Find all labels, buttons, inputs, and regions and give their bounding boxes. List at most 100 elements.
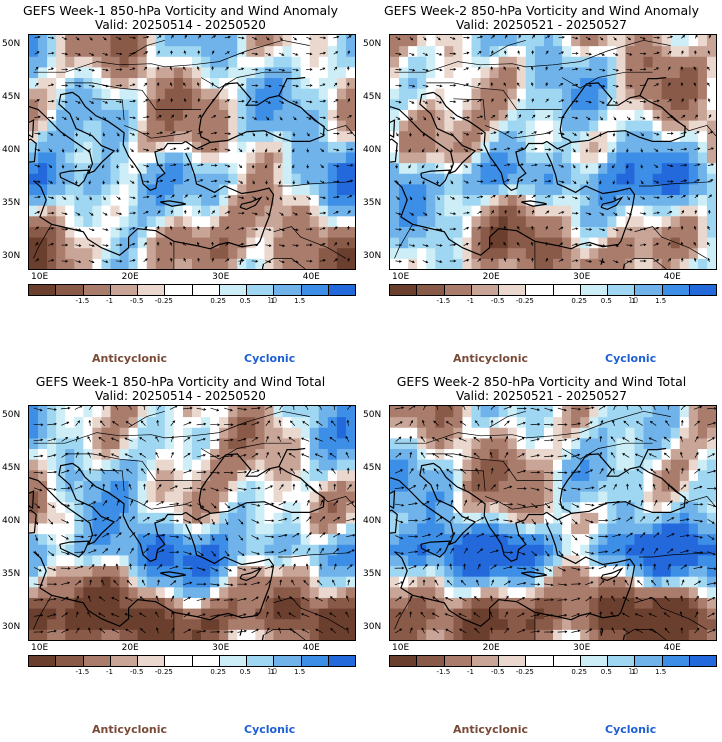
vorticity-cell — [173, 77, 184, 89]
vorticity-cell — [706, 162, 716, 174]
wind-vector — [572, 243, 579, 246]
wind-vector — [463, 242, 469, 246]
vorticity-cell — [399, 88, 409, 100]
vorticity-cell — [453, 77, 463, 89]
lon-tick-label: 10E — [31, 272, 49, 282]
vorticity-cell — [228, 491, 238, 503]
vorticity-cell — [562, 205, 572, 217]
vorticity-cell — [543, 437, 554, 450]
vorticity-cell — [146, 427, 157, 439]
wind-vector — [544, 423, 554, 427]
vorticity-cell — [435, 416, 445, 428]
vorticity-cell — [74, 120, 84, 132]
vorticity-cell — [228, 66, 238, 79]
country-border — [484, 496, 554, 510]
vorticity-cell — [399, 130, 409, 142]
vorticity-cell — [426, 247, 436, 259]
vorticity-cell — [435, 109, 445, 121]
wind-vector — [346, 163, 354, 167]
vorticity-cell — [146, 141, 157, 153]
vorticity-cell — [489, 66, 500, 79]
wind-vector — [598, 519, 609, 522]
colorbar-tick-label: -0.25 — [154, 297, 173, 305]
vorticity-cell — [38, 215, 48, 227]
wind-vector — [210, 438, 220, 442]
vorticity-cell — [155, 247, 166, 259]
map-panel-week1-anomaly: GEFS Week-1 850-hPa Vorticity and Wind A… — [0, 0, 361, 371]
vorticity-cell — [345, 576, 355, 588]
vorticity-cell — [471, 109, 482, 121]
vorticity-cell — [543, 597, 554, 609]
vorticity-cell — [706, 183, 716, 196]
wind-vector — [490, 257, 494, 262]
vorticity-cell — [616, 523, 626, 535]
lon-tick-label: 40E — [663, 643, 681, 653]
vorticity-cell — [201, 98, 211, 110]
colorbar-tick-label: -1 — [467, 668, 474, 676]
vorticity-cell — [309, 491, 320, 503]
vorticity-cell — [255, 523, 265, 535]
wind-vector — [491, 210, 494, 215]
wind-vector — [663, 452, 670, 458]
vorticity-cell — [56, 88, 66, 100]
vorticity-cell — [534, 459, 545, 471]
vorticity-cell — [318, 77, 329, 89]
wind-vector — [557, 454, 568, 458]
vorticity-cell — [282, 554, 293, 567]
vorticity-cell — [291, 586, 302, 598]
wind-vector — [626, 36, 632, 41]
vorticity-cell — [29, 194, 39, 206]
wind-vector — [302, 468, 309, 474]
vorticity-cell — [182, 554, 193, 567]
vorticity-cell — [128, 194, 139, 206]
vorticity-cell — [543, 459, 554, 471]
vorticity-cell — [264, 35, 274, 47]
wind-vector — [211, 35, 217, 39]
vorticity-cell — [273, 608, 284, 620]
vorticity-cell — [228, 152, 238, 164]
vorticity-cell — [562, 88, 572, 100]
vorticity-cell — [435, 120, 445, 132]
vorticity-cell — [634, 523, 645, 535]
vorticity-cell — [173, 162, 184, 174]
wind-vector — [48, 51, 55, 55]
wind-vector — [639, 259, 647, 263]
wind-vector — [531, 518, 536, 525]
wind-vector — [333, 563, 337, 570]
wind-vector — [572, 227, 579, 231]
vorticity-cell — [291, 98, 302, 110]
map-panel-week2-total: GEFS Week-2 850-hPa Vorticity and Wind T… — [361, 371, 722, 742]
vorticity-cell — [453, 215, 463, 227]
colorbar-tick-label: 1 — [631, 668, 636, 676]
vorticity-cell — [580, 459, 590, 471]
colorbar-tick-label: -1 — [106, 297, 113, 305]
vorticity-cell — [634, 565, 645, 577]
vorticity-cell — [237, 523, 247, 535]
vorticity-cell — [92, 576, 102, 588]
vorticity-cell — [228, 416, 238, 428]
wind-vector — [667, 210, 673, 215]
vorticity-cell — [101, 77, 111, 89]
vorticity-cell — [201, 173, 211, 185]
vorticity-cell — [706, 77, 716, 89]
vorticity-cell — [417, 194, 427, 206]
vorticity-cell — [607, 215, 617, 227]
colorbar-segment — [417, 285, 445, 295]
vorticity-cell — [625, 427, 635, 439]
vorticity-cell — [74, 183, 84, 196]
vorticity-cell — [688, 416, 699, 428]
vorticity-cell — [47, 469, 57, 481]
vorticity-cell — [670, 565, 681, 577]
vorticity-cell — [426, 45, 436, 57]
vorticity-cell — [607, 258, 617, 269]
vorticity-cell — [498, 109, 509, 121]
wind-vector — [639, 243, 647, 247]
vorticity-cell — [192, 205, 202, 217]
vorticity-cell — [237, 586, 247, 598]
vorticity-cell — [336, 173, 347, 185]
vorticity-cell — [74, 597, 84, 609]
vorticity-cell — [661, 173, 672, 185]
wind-vector — [463, 148, 469, 152]
vorticity-cell — [273, 586, 284, 598]
vorticity-cell — [408, 120, 418, 132]
